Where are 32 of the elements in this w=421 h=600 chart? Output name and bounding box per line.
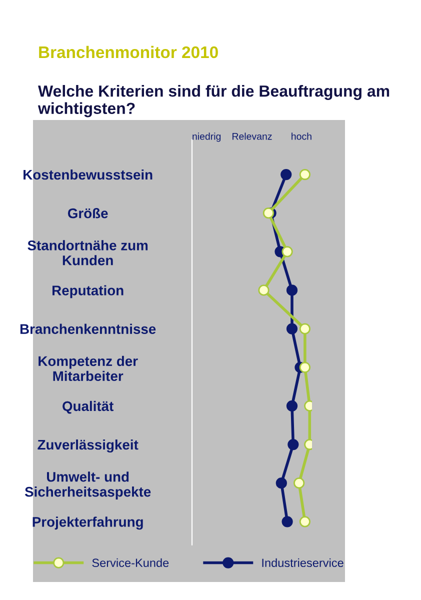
point	[286, 400, 298, 412]
point	[276, 478, 287, 489]
point	[299, 168, 310, 180]
point	[299, 362, 310, 373]
point	[258, 284, 270, 296]
y-tick-label: Umwelt- und Sicherheitsaspekte	[24, 472, 151, 500]
chart-subtitle: Welche Kriterien sind für die Beauftragung am wichtigsten?	[38, 85, 390, 118]
point	[286, 323, 298, 334]
annotation: Relevanz	[232, 132, 272, 140]
y-tick-label: Qualität	[62, 400, 114, 414]
y-tick-label: Größe	[68, 208, 108, 218]
annotation: niedrig	[192, 132, 221, 142]
point	[286, 284, 298, 296]
y-tick-label: Kompetenz der Mitarbeiter	[38, 356, 138, 382]
y-tick-label: Standortnähe zum Kunden	[28, 240, 148, 266]
y-tick-label: Branchenkenntnisse	[20, 324, 156, 334]
point	[288, 438, 299, 450]
legend-label: Industrieservice	[262, 558, 344, 568]
y-tick-label: Projekterfahrung	[32, 516, 143, 530]
y-tick-label: Reputation	[52, 285, 124, 298]
point	[262, 208, 274, 219]
annotation: hoch	[292, 132, 312, 140]
point	[294, 478, 305, 489]
point	[282, 516, 293, 528]
point	[280, 168, 292, 180]
y-tick-label: Zuverlässigkeit	[38, 439, 138, 452]
point	[299, 323, 310, 334]
y-tick-label: Kostenbewusstsein	[24, 169, 152, 180]
chart-title: Branchenmonitor 2010	[39, 46, 218, 58]
point	[282, 246, 293, 258]
point	[299, 516, 310, 528]
legend-label: Service-Kunde	[92, 558, 169, 568]
